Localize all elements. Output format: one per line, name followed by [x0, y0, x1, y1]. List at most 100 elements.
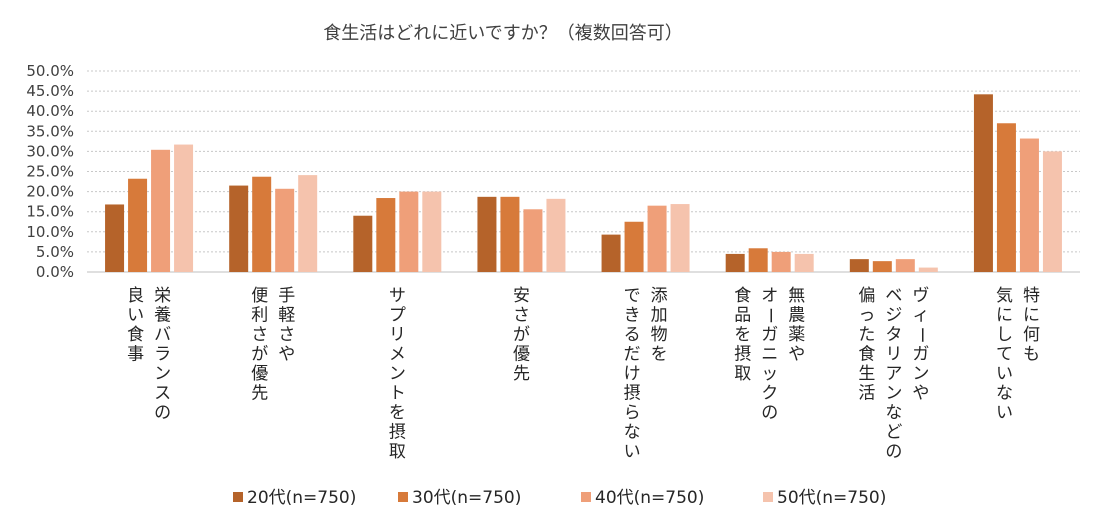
category-label-char: 安 — [513, 286, 530, 306]
category-label-char: さ — [513, 306, 530, 326]
category-label-char: が — [513, 325, 530, 345]
legend-swatch — [581, 492, 591, 502]
category-label-char: の — [154, 403, 171, 423]
bar — [771, 251, 791, 272]
category-label-char: 無 — [788, 286, 805, 306]
category-label-char: が — [251, 345, 268, 365]
category-label-char: 摂 — [734, 345, 751, 365]
category-label-char: 先 — [513, 364, 530, 384]
category-label-char: 生 — [858, 364, 875, 384]
category-label-char: や — [912, 384, 929, 404]
category-label-char: ー — [911, 327, 931, 344]
category-label-char: 薬 — [788, 325, 805, 345]
bar — [1019, 138, 1039, 272]
category-label-char: ッ — [761, 364, 778, 384]
category-label-char: 養 — [154, 306, 171, 326]
bar — [399, 191, 419, 272]
category-label-char: け — [624, 364, 641, 384]
bar — [601, 234, 621, 272]
bar — [500, 196, 520, 272]
category-labels: 栄養バランスの良い食事手軽さや便利さが優先サプリメントを摂取安さが優先添加物をで… — [127, 286, 1040, 462]
bar — [376, 198, 396, 272]
legend-swatch — [398, 492, 408, 502]
category-label-char: ガ — [761, 325, 778, 345]
category-label-char: い — [624, 442, 641, 462]
category-label-char: の — [885, 442, 902, 462]
category-label-char: オ — [761, 286, 778, 306]
category-label-char: メ — [389, 345, 406, 365]
category-label-char: ス — [154, 384, 171, 404]
category-label-char: て — [996, 345, 1013, 365]
bar — [872, 261, 892, 272]
category-label-char: 農 — [788, 306, 805, 326]
category-label-char: 加 — [651, 306, 668, 326]
category-label-char: リ — [885, 345, 902, 365]
category-label-char: さ — [278, 325, 295, 345]
category-label-char: 栄 — [154, 286, 171, 306]
category-label-char: 軽 — [278, 306, 295, 326]
bar — [918, 267, 938, 272]
category-label-char: に — [1023, 306, 1040, 326]
category-label-char: 何 — [1023, 325, 1040, 345]
category-label-char: 事 — [127, 345, 144, 365]
category-label-char: な — [996, 384, 1013, 404]
bar — [422, 191, 442, 272]
legend-swatch — [233, 492, 243, 502]
bar — [725, 253, 745, 272]
category-label-char: ヴ — [912, 286, 929, 306]
category-label-char: ィ — [912, 306, 929, 326]
category-label-char: に — [996, 306, 1013, 326]
category-label-char: や — [278, 345, 295, 365]
category-label-char: る — [624, 325, 641, 345]
bar — [624, 221, 644, 272]
bar — [275, 188, 295, 272]
category-label-char: タ — [885, 325, 902, 345]
category-label-char: を — [734, 325, 751, 345]
category-label-char: 便 — [251, 286, 268, 306]
category-label-char: サ — [389, 286, 406, 306]
category-label-char: 摂 — [624, 384, 641, 404]
y-axis-ticks: 0.0% 5.0% 10.0% 15.0% 20.0% 25.0% 30.0% 35.0% 40… — [26, 62, 74, 281]
category-label-char: を — [389, 403, 406, 423]
category-label-char: 良 — [127, 286, 144, 306]
category-label-char: バ — [154, 325, 171, 345]
y-tick-label: 5.0% — [36, 243, 74, 261]
category-label-char: ベ — [885, 286, 902, 306]
y-tick-label: 25.0% — [26, 163, 74, 181]
bar — [523, 209, 543, 272]
bar — [252, 176, 272, 272]
category-label-char: き — [624, 306, 641, 326]
legend-swatch — [763, 492, 773, 502]
category-label-char: し — [996, 325, 1013, 345]
y-tick-label: 45.0% — [26, 82, 74, 100]
legend-label: 40代(n=750) — [595, 488, 704, 508]
category-label-char: 特 — [1023, 286, 1040, 306]
category-label-char: ど — [885, 423, 902, 443]
bar — [1042, 151, 1062, 272]
category-label-char: ジ — [885, 306, 902, 326]
category-label-char: で — [624, 286, 641, 306]
category-label-char: ン — [154, 364, 171, 384]
category-label-char: リ — [389, 325, 406, 345]
category-label-char: 優 — [513, 345, 530, 365]
bar — [973, 94, 993, 272]
y-tick-label: 35.0% — [26, 122, 74, 140]
bar — [546, 198, 566, 272]
category-label-char: の — [761, 403, 778, 423]
category-label-char: 気 — [996, 286, 1013, 306]
bar — [174, 144, 194, 272]
category-label-char: だ — [624, 345, 641, 365]
category-label-char: 食 — [127, 325, 144, 345]
y-tick-label: 0.0% — [36, 263, 74, 281]
category-label-char: さ — [251, 325, 268, 345]
category-label-char: ラ — [154, 345, 171, 365]
category-label-char: ク — [761, 384, 778, 404]
y-tick-label: 15.0% — [26, 203, 74, 221]
category-label-char: 取 — [734, 364, 751, 384]
